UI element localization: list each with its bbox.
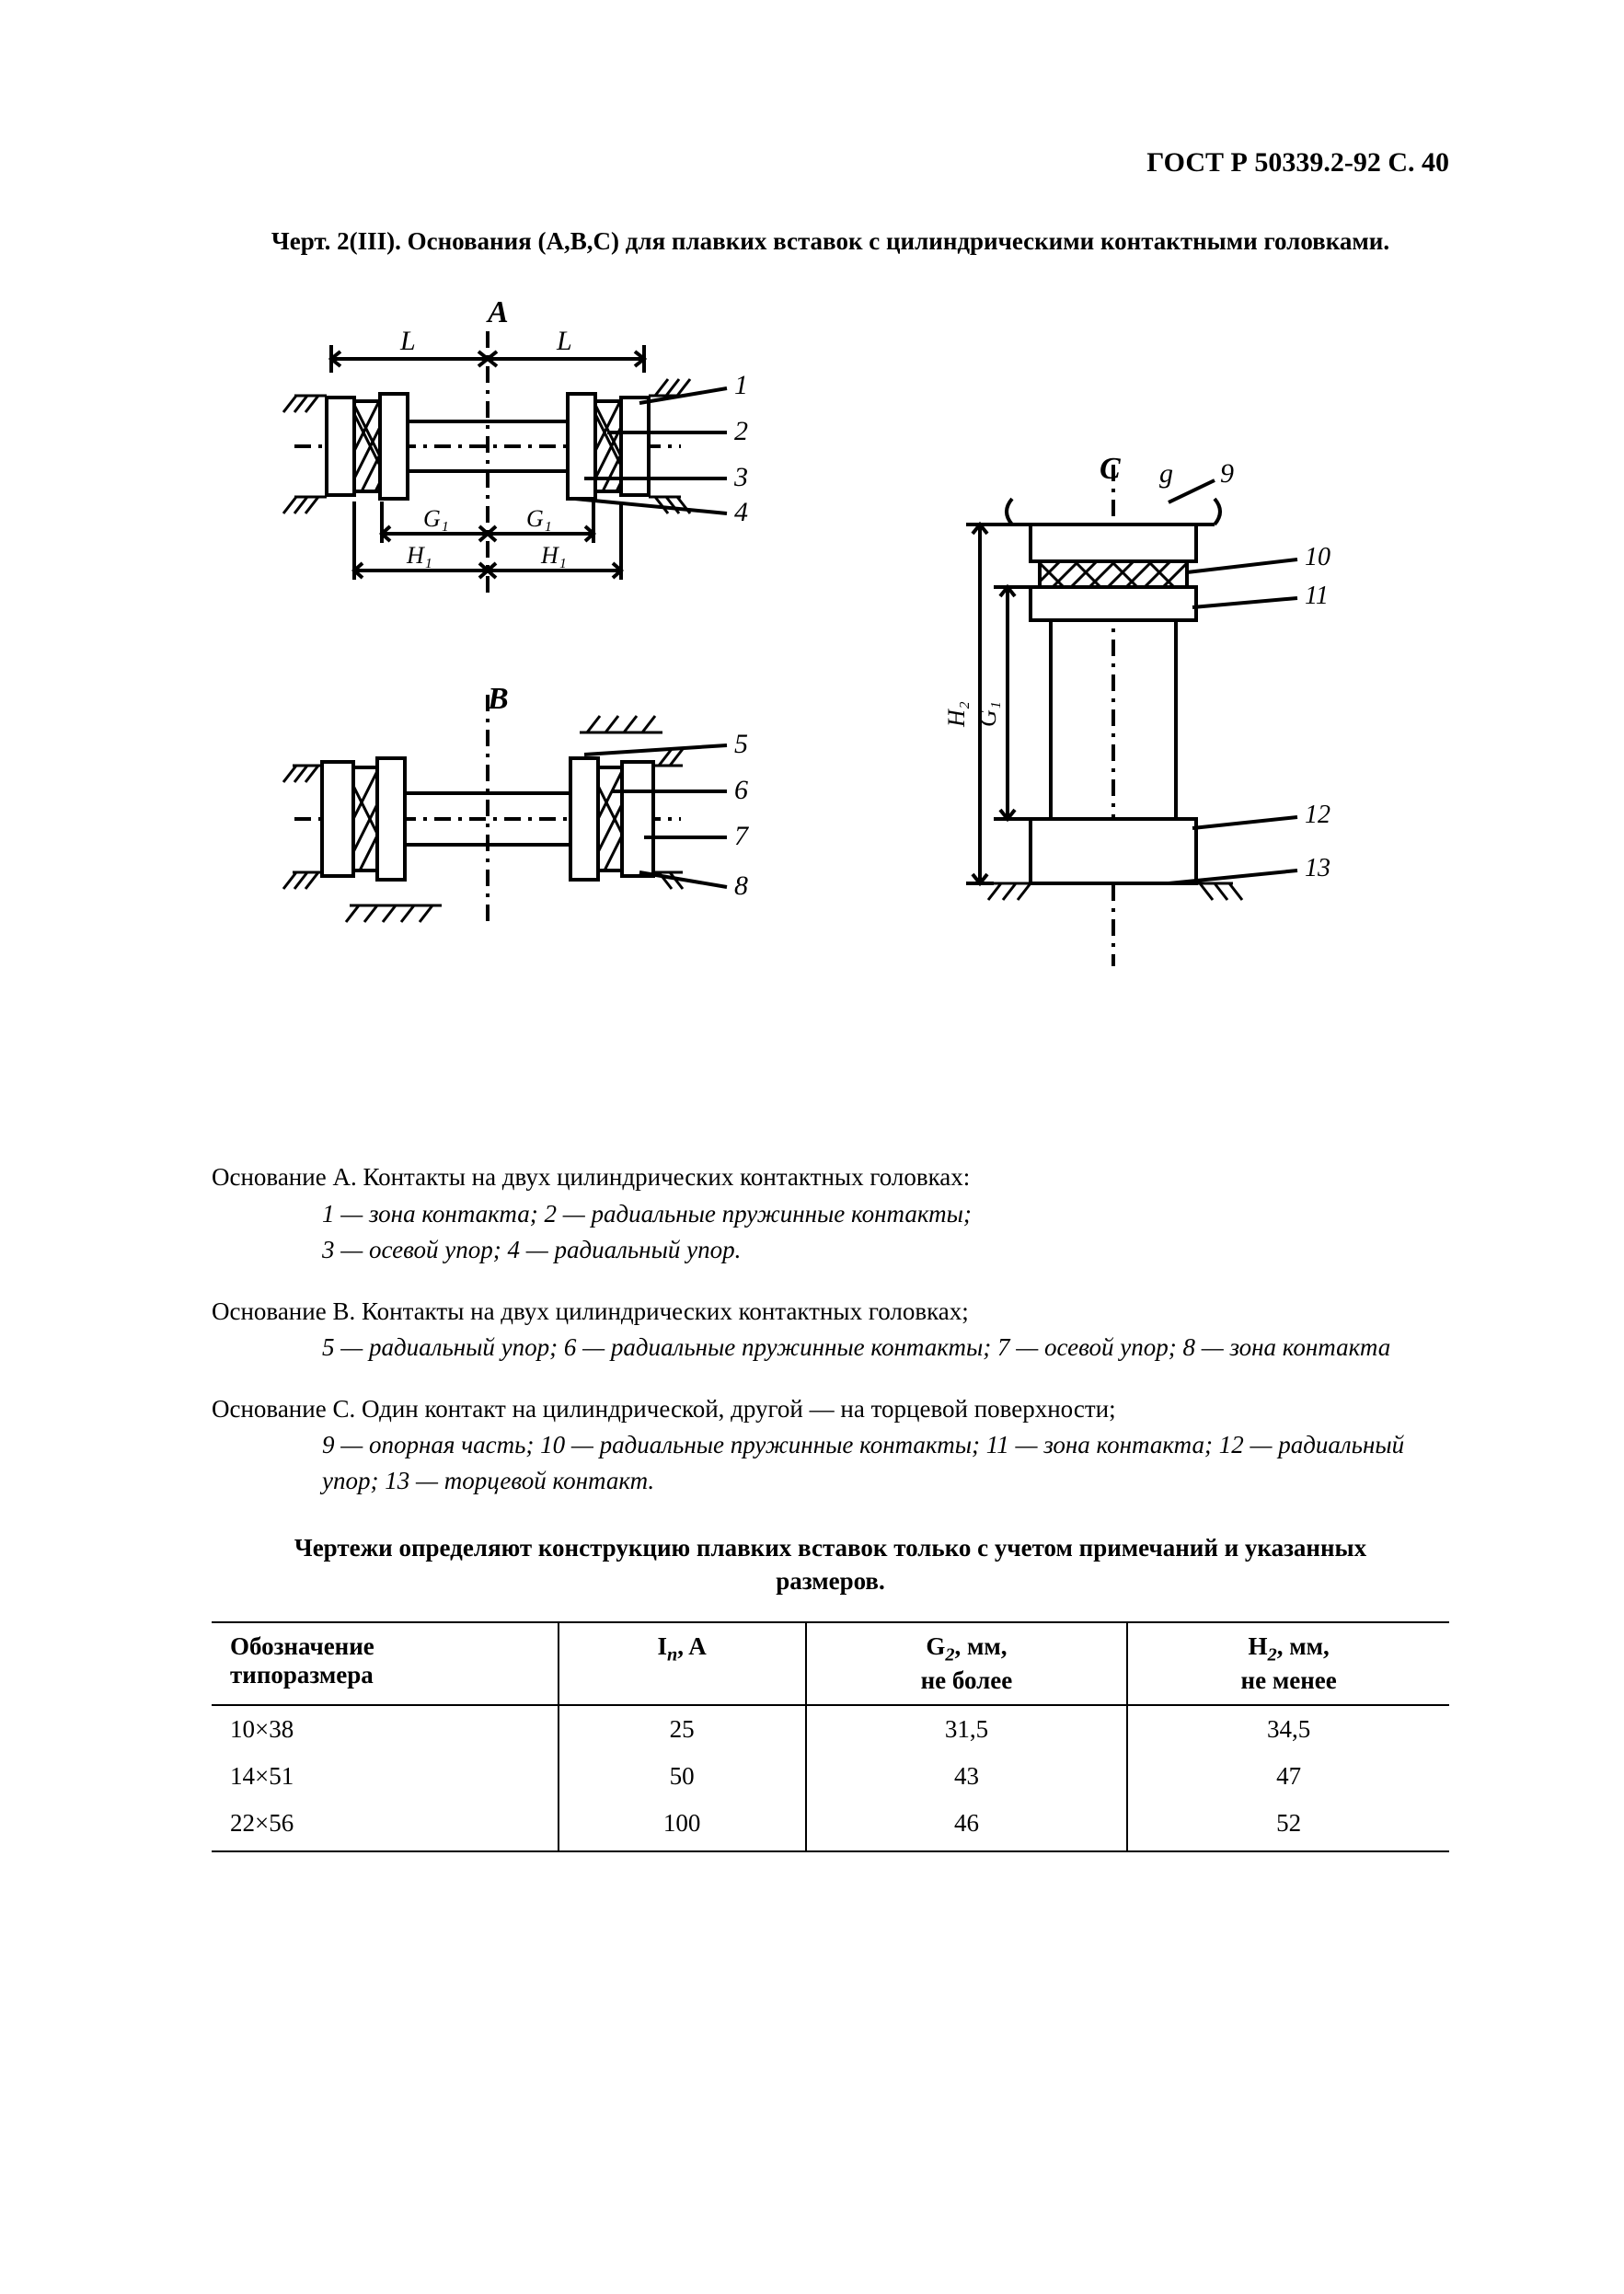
table-cell: 43 [806,1753,1128,1800]
svg-text:4: 4 [734,497,748,527]
label-c: C [1100,452,1121,486]
svg-text:L: L [399,326,416,356]
legend-b: Основание В. Контакты на двух цилиндриче… [212,1294,1449,1366]
svg-text:G₁: G₁ [423,505,449,532]
svg-text:12: 12 [1305,801,1330,829]
page-header: ГОСТ Р 50339.2-92 С. 40 [212,147,1449,179]
legend-a: Основание А. Контакты на двух цилиндриче… [212,1159,1449,1267]
svg-text:H₂: H₂ [943,702,970,729]
svg-text:10: 10 [1305,543,1330,571]
label-b: B [487,682,509,716]
table-row: 22×561004652 [212,1800,1449,1851]
svg-text:3: 3 [733,462,748,492]
table-cell: 31,5 [806,1705,1128,1753]
svg-text:H₁: H₁ [540,542,567,569]
col-1: In, A [559,1622,806,1704]
svg-text:H₁: H₁ [406,542,432,569]
table-cell: 47 [1127,1753,1449,1800]
svg-text:1: 1 [734,370,748,400]
figure-title: Черт. 2(III). Основания (A,B,C) для плав… [270,225,1392,258]
table-cell: 10×38 [212,1705,559,1753]
svg-text:G₁: G₁ [526,505,552,532]
col-2: G2, мм,не более [806,1622,1128,1704]
figure-area: A L L [212,294,1449,1123]
table-row: 14×51504347 [212,1753,1449,1800]
svg-text:g: g [1159,458,1173,489]
legend-c: Основание С. Один контакт на цилиндричес… [212,1391,1449,1499]
table-cell: 25 [559,1705,806,1753]
svg-text:5: 5 [734,729,748,759]
diagram-c: C 9 g [893,451,1371,985]
table-cell: 52 [1127,1800,1449,1851]
table-cell: 46 [806,1800,1128,1851]
svg-text:9: 9 [1220,458,1234,489]
table-header-row: Обозначениетипоразмера In, A G2, мм,не б… [212,1622,1449,1704]
svg-text:G₁: G₁ [974,702,1001,728]
svg-text:8: 8 [734,870,748,901]
svg-text:L: L [556,326,572,356]
table-cell: 100 [559,1800,806,1851]
table-note: Чертежи определяют конструкцию плавких в… [270,1531,1392,1598]
table-cell: 50 [559,1753,806,1800]
diagram-a: A L L [276,294,791,607]
svg-text:13: 13 [1305,854,1330,882]
col-3: H2, мм,не менее [1127,1622,1449,1704]
table-cell: 34,5 [1127,1705,1449,1753]
col-0: Обозначениетипоразмера [212,1622,559,1704]
table-cell: 14×51 [212,1753,559,1800]
svg-text:11: 11 [1305,582,1329,610]
table-row: 10×382531,534,5 [212,1705,1449,1753]
svg-text:2: 2 [734,416,748,446]
dimension-table: Обозначениетипоразмера In, A G2, мм,не б… [212,1621,1449,1851]
table-cell: 22×56 [212,1800,559,1851]
diagram-b: B [276,681,791,939]
svg-text:7: 7 [734,821,750,851]
svg-text:6: 6 [734,775,748,805]
label-a: A [486,295,509,329]
